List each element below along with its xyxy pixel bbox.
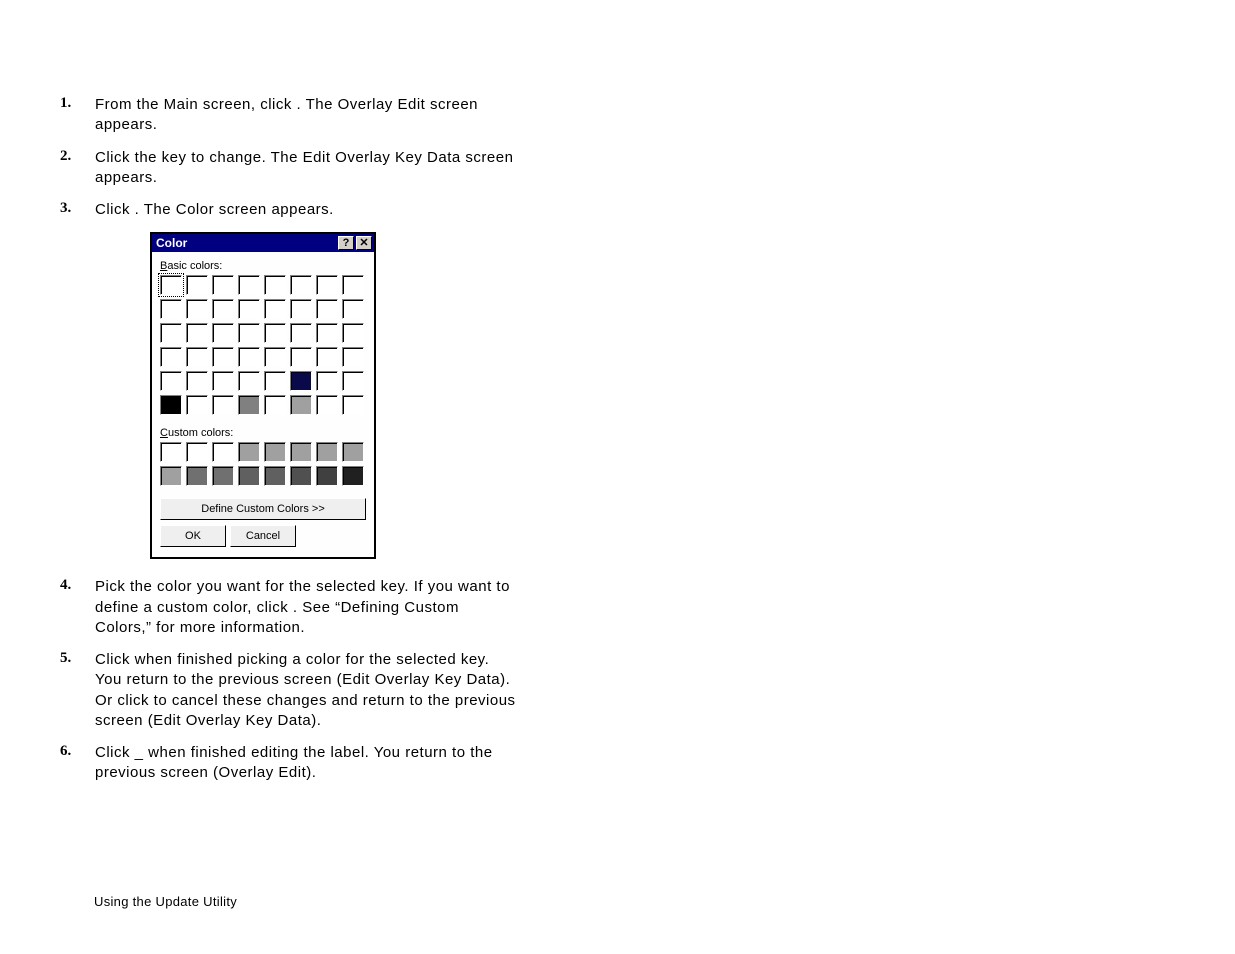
color-swatch[interactable] [342, 299, 364, 319]
help-button[interactable]: ? [338, 236, 354, 250]
color-swatch[interactable] [212, 347, 234, 367]
step-text: Pick the color you want for the selected… [95, 577, 520, 638]
ok-button[interactable]: OK [160, 525, 226, 547]
color-swatch[interactable] [342, 371, 364, 391]
color-swatch[interactable] [316, 323, 338, 343]
cancel-button[interactable]: Cancel [230, 525, 296, 547]
color-swatch[interactable] [186, 299, 208, 319]
color-swatch[interactable] [238, 347, 260, 367]
color-swatch[interactable] [160, 275, 182, 295]
color-swatch[interactable] [290, 371, 312, 391]
step-item: 6. Click _ when finished editing the lab… [60, 743, 520, 784]
color-swatch[interactable] [264, 395, 286, 415]
color-swatch[interactable] [342, 395, 364, 415]
color-swatch[interactable] [264, 371, 286, 391]
color-swatch[interactable] [264, 275, 286, 295]
basic-colors-grid [160, 275, 366, 415]
dialog-body: Basic colors: Custom colors: Define Cust… [152, 252, 374, 557]
color-swatch[interactable] [212, 466, 234, 486]
color-swatch[interactable] [342, 275, 364, 295]
titlebar: Color ? ✕ [152, 234, 374, 252]
color-swatch[interactable] [342, 466, 364, 486]
page-footer: Using the Update Utility [94, 894, 237, 909]
step-number: 5. [60, 650, 95, 731]
color-swatch[interactable] [316, 275, 338, 295]
custom-colors-label: Custom colors: [160, 427, 366, 439]
color-swatch[interactable] [238, 442, 260, 462]
color-swatch[interactable] [238, 299, 260, 319]
color-swatch[interactable] [290, 323, 312, 343]
step-item: 4. Pick the color you want for the selec… [60, 577, 520, 638]
color-swatch[interactable] [160, 323, 182, 343]
step-number: 2. [60, 148, 95, 189]
color-swatch[interactable] [238, 395, 260, 415]
color-swatch[interactable] [264, 347, 286, 367]
close-button[interactable]: ✕ [356, 236, 372, 250]
step-number: 6. [60, 743, 95, 784]
basic-colors-label: Basic colors: [160, 260, 366, 272]
step-number: 4. [60, 577, 95, 638]
color-swatch[interactable] [290, 442, 312, 462]
color-swatch[interactable] [186, 371, 208, 391]
color-swatch[interactable] [316, 466, 338, 486]
step-text: Click _ when finished editing the label.… [95, 743, 520, 784]
dialog-button-row: OK Cancel [160, 525, 366, 547]
color-swatch[interactable] [238, 275, 260, 295]
color-swatch[interactable] [160, 395, 182, 415]
color-swatch[interactable] [342, 347, 364, 367]
color-swatch[interactable] [290, 275, 312, 295]
color-swatch[interactable] [186, 442, 208, 462]
color-swatch[interactable] [212, 299, 234, 319]
color-swatch[interactable] [160, 347, 182, 367]
color-swatch[interactable] [264, 299, 286, 319]
color-swatch[interactable] [160, 466, 182, 486]
color-swatch[interactable] [212, 442, 234, 462]
color-swatch[interactable] [160, 371, 182, 391]
step-text: Click . The Color screen appears. [95, 200, 334, 220]
color-swatch[interactable] [342, 442, 364, 462]
step-item: 3. Click . The Color screen appears. [60, 200, 520, 220]
color-swatch[interactable] [238, 371, 260, 391]
color-swatch[interactable] [264, 466, 286, 486]
color-swatch[interactable] [290, 466, 312, 486]
color-swatch[interactable] [316, 299, 338, 319]
color-swatch[interactable] [212, 371, 234, 391]
define-custom-colors-button[interactable]: Define Custom Colors >> [160, 498, 366, 520]
color-swatch[interactable] [264, 442, 286, 462]
step-text: From the Main screen, click . The Overla… [95, 95, 520, 136]
color-swatch[interactable] [290, 299, 312, 319]
color-swatch[interactable] [212, 395, 234, 415]
color-swatch[interactable] [186, 466, 208, 486]
color-swatch[interactable] [160, 299, 182, 319]
color-swatch[interactable] [238, 323, 260, 343]
page-content: 1. From the Main screen, click . The Ove… [60, 95, 520, 784]
color-swatch[interactable] [316, 371, 338, 391]
color-swatch[interactable] [316, 395, 338, 415]
color-swatch[interactable] [316, 442, 338, 462]
step-number: 3. [60, 200, 95, 220]
dialog-wrapper: Color ? ✕ Basic colors: Custom colors: D… [150, 232, 520, 559]
color-swatch[interactable] [264, 323, 286, 343]
color-swatch[interactable] [238, 466, 260, 486]
step-item: 1. From the Main screen, click . The Ove… [60, 95, 520, 136]
color-swatch[interactable] [212, 275, 234, 295]
step-number: 1. [60, 95, 95, 136]
color-swatch[interactable] [290, 395, 312, 415]
color-swatch[interactable] [186, 323, 208, 343]
color-swatch[interactable] [186, 275, 208, 295]
step-text: Click the key to change. The Edit Overla… [95, 148, 520, 189]
color-swatch[interactable] [316, 347, 338, 367]
dialog-title: Color [154, 236, 336, 250]
color-swatch[interactable] [186, 347, 208, 367]
color-swatch[interactable] [186, 395, 208, 415]
color-dialog: Color ? ✕ Basic colors: Custom colors: D… [150, 232, 376, 559]
step-item: 5. Click when finished picking a color f… [60, 650, 520, 731]
step-item: 2. Click the key to change. The Edit Ove… [60, 148, 520, 189]
color-swatch[interactable] [212, 323, 234, 343]
color-swatch[interactable] [342, 323, 364, 343]
step-text: Click when finished picking a color for … [95, 650, 520, 731]
custom-colors-grid [160, 442, 366, 486]
color-swatch[interactable] [290, 347, 312, 367]
color-swatch[interactable] [160, 442, 182, 462]
